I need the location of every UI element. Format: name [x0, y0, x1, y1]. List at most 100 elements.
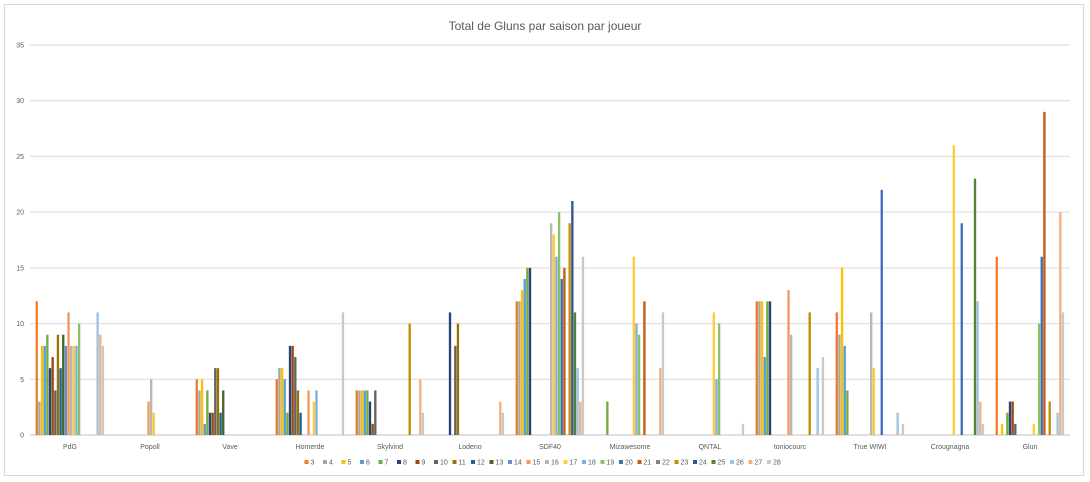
legend-label: 9: [422, 460, 426, 467]
bar-3-true-wiwi: [835, 312, 838, 435]
bar-27-pdg: [99, 334, 102, 435]
bar-11-vave: [216, 368, 220, 435]
legend-swatch: [637, 460, 642, 464]
bar-6-skylvind: [363, 390, 366, 435]
bar-4-sdf40: [518, 301, 521, 435]
bar-27-skylvind: [419, 379, 422, 435]
legend-label: 27: [755, 460, 763, 467]
bar-10-lodeno: [454, 345, 457, 435]
legend-label: 22: [662, 460, 670, 467]
bar-16-true-wiwi: [870, 312, 873, 435]
bar-3-skylvind: [355, 390, 358, 435]
legend-label: 16: [551, 460, 559, 467]
bar-5-toniocourc: [760, 301, 764, 435]
bar-19-sdf40: [557, 212, 561, 435]
bar-3-sdf40: [515, 301, 518, 435]
legend-swatch: [378, 460, 383, 464]
bars: [35, 111, 1065, 436]
bar-8-glun: [1008, 401, 1012, 435]
bar-7-skylvind: [366, 390, 369, 435]
bar-15-popoll: [147, 401, 150, 435]
legend: 3 4 5 6 7 8 9 10 11 12 13 14 15 16 17 18 19 20 21 22 23 24 25 2…: [304, 460, 781, 467]
x-category-label: toniocourc: [774, 444, 807, 451]
legend-label: 3: [311, 460, 315, 467]
legend-swatch: [711, 460, 716, 464]
bar-7-pdg: [46, 334, 49, 435]
y-axis: 0 5 10 15 20 25 30 35: [16, 43, 24, 440]
bar-17-popoll: [152, 412, 155, 435]
bar-17-pdg: [72, 345, 75, 435]
bar-chart: Total de Gluns par saison par joueur 0 5 1…: [16, 19, 1070, 467]
legend-swatch: [545, 460, 549, 464]
bar-23-skylvind: [408, 323, 411, 435]
legend-label: 18: [588, 460, 596, 467]
bar-3-toniocourc: [755, 301, 758, 435]
bar-5-glun: [1000, 423, 1004, 435]
bar-11-homerde: [296, 390, 300, 435]
bar-28-toniocourc: [821, 357, 825, 435]
bar-11-pdg: [56, 334, 60, 435]
bar-25-sdf40: [573, 312, 577, 435]
legend-swatch: [730, 460, 734, 464]
x-category-label: Homerde: [296, 444, 325, 451]
bar-17-sdf40: [552, 234, 555, 435]
bar-16-toniocourc: [790, 334, 793, 435]
bar-23-sdf40: [568, 223, 571, 435]
bar-3-vave: [195, 379, 198, 435]
x-category-label: PdG: [63, 444, 77, 451]
bar-15-toniocourc: [787, 290, 790, 435]
legend-swatch: [767, 460, 771, 464]
legend-swatch: [619, 460, 623, 464]
bar-8-sdf40: [528, 267, 532, 435]
y-tick-label: 0: [20, 433, 24, 440]
bar-4-true-wiwi: [838, 334, 841, 435]
legend-label: 4: [329, 460, 333, 467]
bar-18-sdf40: [555, 256, 558, 435]
bar-16-popoll: [150, 379, 153, 435]
bar-12-homerde: [299, 412, 302, 435]
legend-swatch: [397, 460, 401, 464]
bar-10-vave: [214, 368, 217, 435]
bar-17-crougnagna: [952, 145, 955, 436]
bar-28-qntal: [741, 423, 745, 435]
x-category-label: Vave: [222, 444, 238, 451]
bar-28-true-wiwi: [901, 423, 905, 435]
bar-19-qntal: [717, 323, 721, 435]
legend-swatch: [452, 460, 457, 464]
bar-28-crougnagna: [981, 423, 985, 435]
bar-20-crougnagna: [960, 223, 963, 435]
bar-3-pdg: [35, 301, 38, 435]
y-tick-label: 20: [16, 210, 24, 217]
bar-13-vave: [222, 390, 225, 435]
y-tick-label: 15: [16, 265, 24, 272]
bar-12-pdg: [59, 368, 62, 435]
bar-18-mizawesome: [635, 323, 638, 435]
bar-18-pdg: [75, 345, 78, 435]
legend-label: 17: [570, 460, 578, 467]
legend-swatch: [415, 460, 420, 464]
legend-swatch: [489, 460, 494, 464]
legend-swatch: [471, 460, 475, 464]
legend-label: 11: [459, 460, 466, 467]
x-category-label: Glun: [1023, 444, 1038, 451]
bar-6-sdf40: [523, 279, 526, 435]
bar-5-true-wiwi: [840, 267, 844, 435]
legend-swatch: [323, 460, 327, 464]
y-tick-label: 25: [16, 154, 24, 161]
bar-11-lodeno: [456, 323, 460, 435]
bar-28-lodeno: [501, 412, 505, 435]
legend-swatch: [360, 460, 364, 464]
bar-8-vave: [208, 412, 212, 435]
bar-7-true-wiwi: [846, 390, 849, 435]
legend-label: 25: [718, 460, 726, 467]
bar-6-toniocourc: [763, 357, 766, 435]
bar-17-glun: [1032, 423, 1035, 435]
bar-27-mizawesome: [659, 368, 662, 435]
bar-4-vave: [198, 390, 201, 435]
bar-17-true-wiwi: [872, 368, 875, 435]
bar-19-mizawesome: [637, 334, 641, 435]
bar-9-homerde: [291, 345, 294, 435]
bar-26-sdf40: [576, 368, 579, 435]
bar-23-glun: [1048, 401, 1051, 435]
legend-swatch: [508, 460, 512, 464]
